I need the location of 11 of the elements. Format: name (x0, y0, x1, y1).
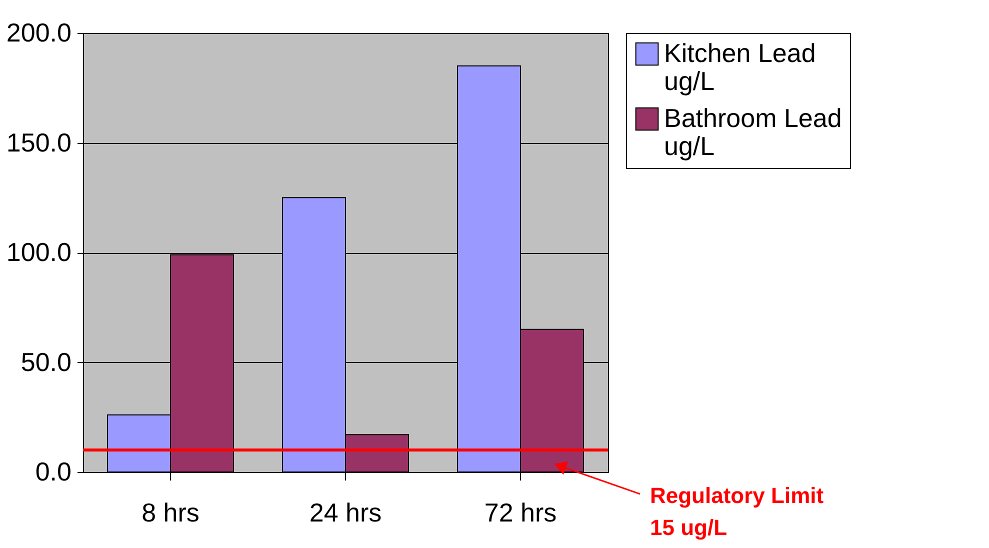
legend-label: Bathroom Lead ug/L (664, 103, 842, 161)
x-tick-label: 24 hrs (309, 498, 382, 528)
ref-line-label: Regulatory Limit 15 ug/L (650, 483, 824, 540)
y-tick-label: 50.0 (20, 346, 72, 377)
legend-label: Kitchen Lead ug/L (664, 38, 816, 96)
y-tick-label: 100.0 (6, 237, 72, 267)
y-tick-label: 0.0 (35, 456, 72, 486)
x-tick-label: 72 hrs (484, 498, 557, 528)
y-tick-label: 150.0 (6, 127, 72, 158)
x-tick-label: 8 hrs (142, 498, 200, 528)
y-tick-label: 200.0 (6, 18, 72, 48)
